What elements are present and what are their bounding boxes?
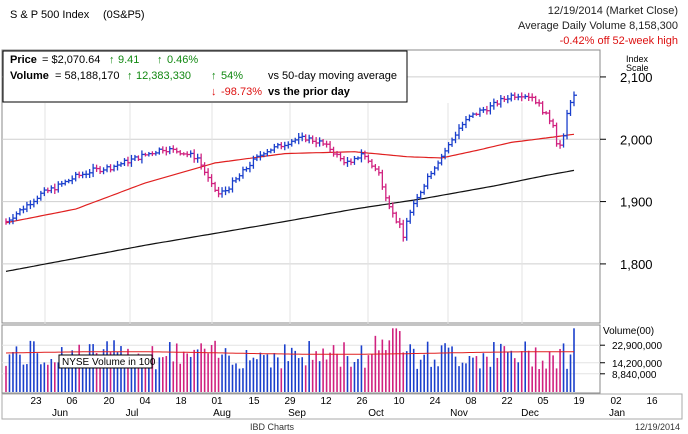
price-tick-label: 1,900	[620, 195, 653, 210]
stats-box	[2, 50, 408, 103]
x-month-label: Jan	[609, 408, 625, 419]
x-day-label: 16	[646, 396, 658, 407]
high-line: -0.42% off 52-week high	[560, 35, 678, 47]
x-day-label: 22	[501, 396, 513, 407]
volume-bars	[5, 328, 575, 392]
price-bars	[5, 91, 577, 242]
x-day-label: 26	[356, 396, 368, 407]
volume-legend-box	[58, 354, 153, 369]
prior-down-arrow: ↓	[211, 86, 217, 98]
volume-label: Volume	[10, 70, 49, 82]
x-day-label: 01	[211, 396, 223, 407]
x-day-label: 04	[139, 396, 151, 407]
vs-prior-text: vs the prior day	[268, 86, 351, 98]
ma50-line-group	[5, 133, 575, 224]
footer-center: IBD Charts	[250, 422, 295, 432]
x-month-label: Dec	[521, 408, 539, 419]
price-change: 9.41	[118, 54, 139, 66]
x-day-label: 29	[284, 396, 296, 407]
footer-right: 12/19/2014	[635, 422, 680, 432]
vs-50day-text: vs 50-day moving average	[268, 70, 397, 82]
price-tick-label: 2,000	[620, 132, 653, 147]
volume-tick-label: 14,200,000	[612, 359, 662, 370]
x-day-label: 20	[103, 396, 115, 407]
price-label: Price	[10, 54, 37, 66]
x-day-label: 18	[175, 396, 187, 407]
price-up-arrow: ↑	[109, 54, 115, 66]
price-change-pct: 0.46%	[167, 54, 198, 66]
volume-axis-title: Volume(00)	[603, 326, 654, 337]
price-axis-ticks: 1,800 1,900 2,000 2,100	[600, 70, 653, 272]
x-month-label: Nov	[450, 408, 468, 419]
x-month-label: Sep	[288, 408, 306, 419]
volume-up-arrow: ↑	[127, 70, 133, 82]
volume-change: 12,383,330	[136, 70, 191, 82]
x-day-label: 24	[429, 396, 441, 407]
x-day-label: 23	[30, 396, 42, 407]
x-day-label: 02	[610, 396, 622, 407]
price-value: = $2,070.64	[42, 54, 100, 66]
x-day-label: 12	[320, 396, 332, 407]
volume-ma-line	[5, 351, 575, 355]
x-day-label: 08	[465, 396, 477, 407]
chart-symbol: (0S&P5)	[103, 9, 145, 21]
avg-volume-line: Average Daily Volume 8,158,300	[518, 20, 678, 32]
date-line: 12/19/2014 (Market Close)	[548, 5, 678, 17]
volume-tick-label: 8,840,000	[612, 370, 657, 381]
volume-pct-arrow: ↑	[211, 70, 217, 82]
x-month-label: Aug	[213, 408, 231, 419]
x-month-label: Jul	[126, 408, 139, 419]
volume-change-pct: 54%	[221, 70, 243, 82]
x-day-label: 06	[66, 396, 78, 407]
prior-pct: -98.73%	[221, 86, 262, 98]
ma200-line	[5, 169, 575, 272]
volume-legend: NYSE Volume in 100	[62, 357, 156, 368]
price-pct-arrow: ↑	[157, 54, 163, 66]
ma50-line	[5, 133, 575, 224]
x-day-label: 10	[393, 396, 405, 407]
volume-tick-label: 22,900,000	[612, 341, 662, 352]
price-axis-title-1: Index	[626, 54, 649, 64]
x-month-label: Jun	[52, 408, 68, 419]
chart-title: S & P 500 Index	[10, 9, 90, 21]
x-day-label: 15	[248, 396, 260, 407]
x-month-label: Oct	[368, 408, 384, 419]
x-day-label: 05	[537, 396, 549, 407]
x-day-label: 19	[573, 396, 585, 407]
volume-value: = 58,188,170	[55, 70, 120, 82]
price-tick-label: 2,100	[620, 70, 653, 85]
price-axis-title-2: Scale	[626, 63, 649, 73]
ma200-line-group	[5, 169, 575, 272]
x-axis-labels: 23 06 20 04 18 01 15 29 12 26 10 24 08 22 05 19 02 16 Jun J…	[30, 396, 658, 419]
x-axis-band	[1, 393, 683, 420]
price-tick-label: 1,800	[620, 257, 653, 272]
